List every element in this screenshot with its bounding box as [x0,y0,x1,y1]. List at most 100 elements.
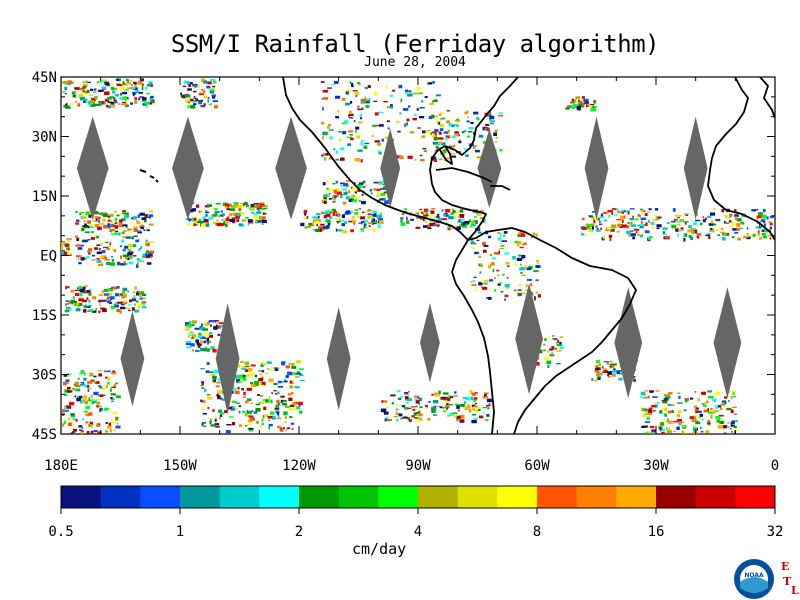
rain-speck [107,381,110,385]
rain-speck [332,212,337,216]
rain-speck [281,381,284,384]
rain-speck [131,298,137,302]
rain-speck [727,421,730,424]
rain-speck [552,338,558,340]
rain-speck [90,231,95,233]
rain-speck [67,249,70,253]
rain-speck [241,366,248,370]
rain-speck [603,219,608,222]
rain-speck [98,89,104,92]
rain-speck [115,425,121,429]
rain-speck [400,218,403,222]
rain-speck [88,94,94,97]
rain-speck [726,407,732,411]
rain-speck [209,89,215,92]
rain-speck [78,395,83,399]
rain-speck [192,216,198,219]
hawaii [139,169,159,183]
rain-speck [715,219,721,221]
rain-speck [67,253,72,255]
rain-speck [576,107,581,111]
rain-speck [201,382,205,386]
rain-speck [407,90,412,92]
rain-speck [133,100,138,104]
rain-speck [235,215,240,219]
rain-speck [280,429,284,432]
rain-speck [731,424,735,427]
rain-speck [450,155,457,158]
rain-speck [645,432,649,434]
rain-speck [61,251,65,254]
rain-speck [81,227,85,232]
rain-speck [279,427,283,431]
rain-speck [502,273,505,276]
rain-speck [114,210,117,213]
logo-letter-l: L [791,584,799,597]
rain-speck [299,410,303,414]
rain-speck [182,85,187,88]
rain-speck [99,405,102,408]
rain-speck [149,96,153,100]
rain-speck [677,402,683,404]
rain-speck [261,219,267,224]
rain-speck [475,408,480,412]
rain-speck [130,255,132,257]
rain-speck [110,86,115,91]
rain-speck [261,222,264,225]
rain-speck [325,193,328,197]
rain-speck [103,224,109,229]
rain-speck [440,396,446,400]
rain-speck [240,374,246,378]
rain-speck [646,416,650,421]
rain-speck [85,421,89,424]
rain-speck [590,107,596,112]
rain-speck [732,228,738,231]
rain-speck [616,370,620,375]
rain-speck [696,229,699,232]
rain-speck [98,310,101,314]
rain-speck [145,86,148,91]
rain-speck [519,263,522,266]
rain-speck [357,184,360,187]
rain-speck [365,99,370,103]
rain-speck [64,92,67,95]
rain-speck [334,196,337,198]
rain-speck [236,212,241,217]
rain-speck [140,293,147,297]
rain-speck [357,149,363,152]
rain-speck [717,234,721,236]
rain-speck [242,410,246,414]
rain-speck [204,388,207,393]
rain-speck [112,231,116,234]
rain-speck [262,212,265,215]
rain-speck [191,334,197,338]
rain-speck [524,289,530,291]
lon-label: 120W [282,458,316,474]
rain-speck [640,210,646,212]
rain-speck [78,297,82,300]
rain-speck [573,99,577,103]
rain-speck [436,213,440,218]
rain-speck [462,397,467,399]
rain-speck [100,226,102,230]
rain-speck [533,232,536,236]
rain-speck [141,303,145,306]
rain-speck [532,291,535,294]
rain-speck [241,219,247,222]
rain-speck [213,104,218,109]
rain-speck [364,86,369,90]
rain-speck [97,370,103,372]
rain-speck [111,420,115,424]
rain-speck [470,121,474,124]
rain-speck [190,98,194,102]
rain-speck [290,422,295,425]
rain-speck [453,216,456,220]
rain-speck [762,232,767,236]
rain-speck [429,103,434,105]
rain-speck [115,382,119,385]
rain-speck [145,250,149,254]
rain-speck [73,300,77,303]
rain-speck [101,290,104,294]
rain-speck [263,406,267,411]
rain-speck [506,265,510,267]
